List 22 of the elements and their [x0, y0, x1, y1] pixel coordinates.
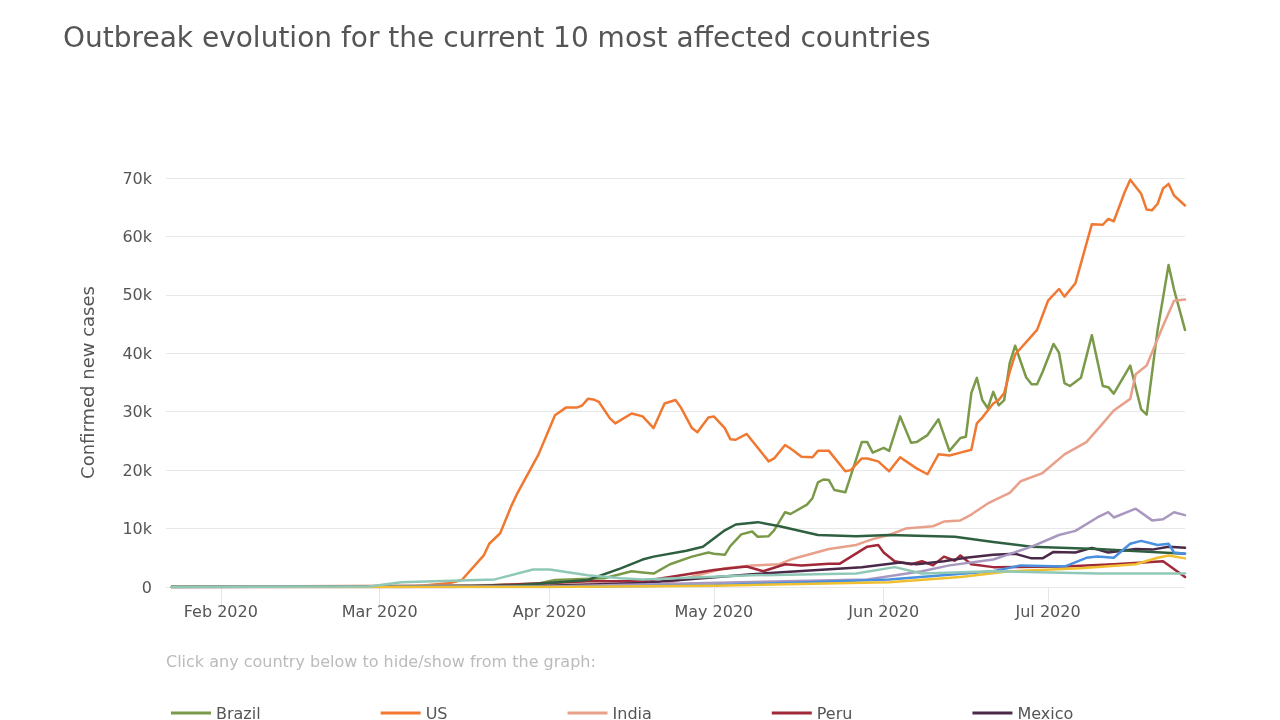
y-tick-label: 0 — [141, 577, 152, 597]
text: Click any country below to hide/show from the graph: — [166, 651, 596, 671]
legend-label: US — [425, 703, 448, 720]
chart-title: Outbreak evolution for the current 10 most affected countries — [63, 20, 931, 54]
y-axis-title: Confirmed new cases — [76, 286, 98, 479]
x-tick-label: Mar 2020 — [341, 601, 418, 621]
x-tick-label: Jun 2020 — [847, 601, 920, 621]
y-tick-label: 60k — [122, 226, 153, 246]
x-tick-label: Feb 2020 — [183, 601, 258, 621]
legend-label: India — [612, 703, 652, 720]
y-tick-label: 70k — [122, 168, 153, 188]
y-tick-label: 10k — [122, 519, 153, 539]
y-tick-label: 40k — [122, 343, 153, 363]
y-tick-label: 50k — [122, 285, 153, 305]
x-tick-label: Jul 2020 — [1014, 601, 1081, 621]
x-tick-label: May 2020 — [674, 601, 754, 621]
y-tick-label: 20k — [122, 460, 153, 480]
legend-label: Mexico — [1017, 703, 1074, 720]
legend-label: Peru — [816, 703, 853, 720]
x-tick-label: Apr 2020 — [512, 601, 587, 621]
y-tick-label: 30k — [122, 402, 153, 422]
legend-label: Brazil — [216, 703, 261, 720]
